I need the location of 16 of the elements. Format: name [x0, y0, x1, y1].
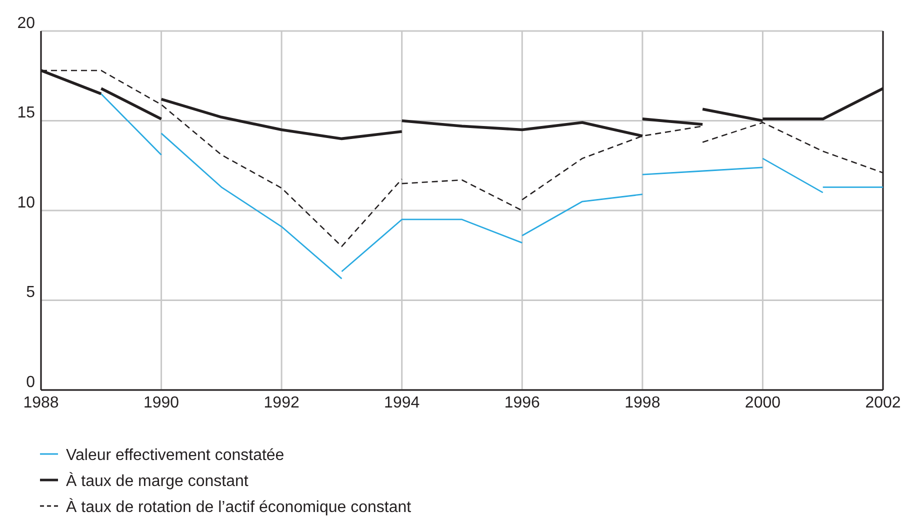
y-tick-label: 15 [17, 104, 36, 122]
y-tick-label: 5 [26, 284, 36, 302]
y-tick-label: 20 [17, 14, 36, 32]
x-tick-label: 1996 [504, 394, 540, 412]
y-tick-label: 10 [17, 194, 36, 212]
x-tick-label: 1990 [143, 394, 180, 412]
x-tick-label: 1988 [23, 394, 59, 412]
legend-label: À taux de marge constant [66, 472, 249, 490]
legend-label: À taux de rotation de l’actif économique constant [66, 498, 412, 516]
x-tick-label: 2002 [865, 394, 901, 412]
x-tick-label: 2000 [744, 394, 781, 412]
x-tick-label: 1992 [264, 394, 300, 412]
legend-label: Valeur effectivement constatée [66, 447, 284, 464]
y-tick-label: 0 [26, 374, 36, 391]
x-tick-label: 1994 [384, 394, 420, 412]
x-tick-label: 1998 [624, 394, 660, 412]
